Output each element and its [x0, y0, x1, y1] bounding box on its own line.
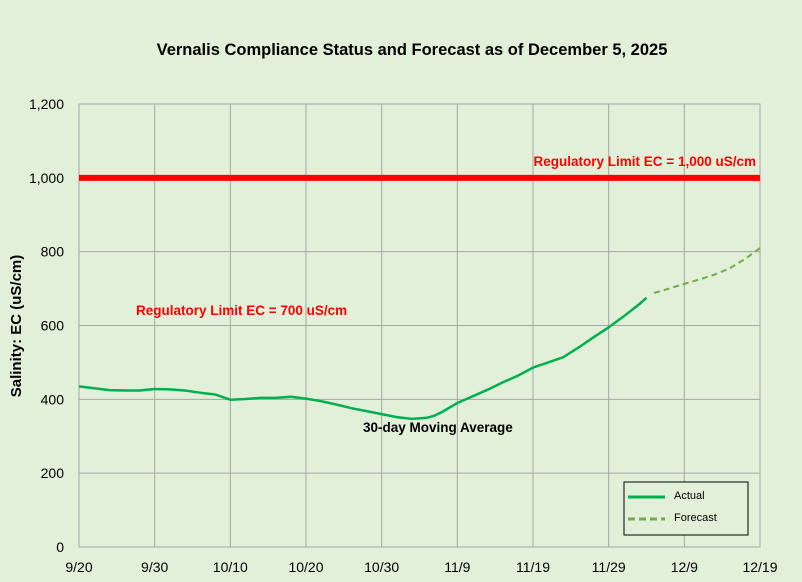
- y-axis-ticks: 0 200 400 600 800 1,000 1,200: [29, 96, 64, 555]
- x-tick-label: 11/19: [516, 559, 550, 575]
- y-tick-label: 1,000: [29, 170, 64, 186]
- y-tick-label: 0: [56, 539, 64, 555]
- x-tick-label: 10/30: [364, 559, 399, 575]
- y-tick-label: 600: [41, 318, 65, 334]
- x-tick-label: 11/9: [444, 559, 470, 575]
- series-lines: [78, 247, 761, 421]
- legend-forecast-label: Forecast: [674, 512, 717, 524]
- legend: Actual Forecast: [623, 481, 749, 536]
- y-tick-label: 200: [41, 465, 65, 481]
- y-axis-label: Salinity: EC (uS/cm): [8, 255, 25, 398]
- series-forecast-line: [653, 247, 761, 294]
- series-actual-line: [78, 296, 648, 421]
- x-axis-ticks: 9/20 9/30 10/10 10/20 10/30 11/9 11/19 11/29 12/…: [65, 559, 777, 575]
- chart-title: Vernalis Compliance Status and Forecast …: [157, 41, 668, 59]
- y-tick-label: 400: [41, 391, 65, 407]
- x-tick-label: 12/19: [742, 559, 777, 575]
- moving-average-annotation: 30-day Moving Average: [363, 420, 513, 435]
- limit-label-1000: Regulatory Limit EC = 1,000 uS/cm: [534, 154, 756, 169]
- y-tick-label: 1,200: [29, 96, 64, 112]
- x-tick-label: 12/9: [671, 559, 698, 575]
- x-tick-label: 10/10: [213, 559, 248, 575]
- y-tick-label: 800: [41, 244, 65, 260]
- limit-label-700: Regulatory Limit EC = 700 uS/cm: [136, 303, 347, 318]
- gridlines: [78, 103, 761, 548]
- x-tick-label: 11/29: [592, 559, 626, 575]
- plot-area-border: [78, 103, 761, 548]
- x-tick-label: 9/20: [65, 559, 92, 575]
- legend-actual-label: Actual: [674, 490, 705, 502]
- x-tick-label: 9/30: [141, 559, 168, 575]
- x-tick-label: 10/20: [288, 559, 323, 575]
